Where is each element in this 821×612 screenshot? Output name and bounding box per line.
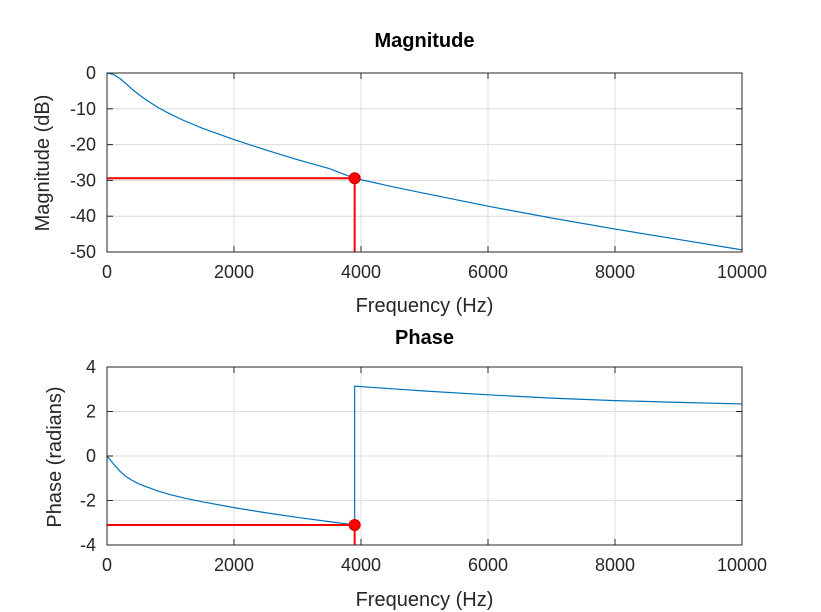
magnitude-axes-frame (106, 72, 743, 253)
magnitude-ylabel: Magnitude (dB) (32, 95, 54, 232)
magnitude-xtick-label: 10000 (717, 262, 767, 282)
magnitude-xtick-label: 8000 (595, 262, 635, 282)
magnitude-xtick-label: 6000 (468, 262, 508, 282)
phase-curve-layer (106, 385, 743, 526)
magnitude-title: Magnitude (375, 30, 475, 52)
phase-ticks: 0 2000 4000 6000 8000 10000 4 2 0 -2 -4 (80, 357, 767, 575)
magnitude-subplot: 0 2000 4000 6000 8000 10000 0 -10 -20 -30 -40 -50 M… (32, 30, 767, 317)
magnitude-marker-point (348, 172, 361, 185)
phase-marker-layer (107, 518, 361, 545)
phase-xtick-label: 4000 (341, 555, 381, 575)
magnitude-xtick-label: 4000 (341, 262, 381, 282)
magnitude-ytick-label: -50 (70, 242, 96, 262)
phase-xtick-label: 0 (102, 555, 112, 575)
magnitude-xtick-label: 2000 (214, 262, 254, 282)
phase-ytick-label: 4 (86, 357, 96, 377)
phase-curve (106, 385, 743, 526)
magnitude-xtick-label: 0 (102, 262, 112, 282)
phase-subplot: 0 2000 4000 6000 8000 10000 4 2 0 -2 -4 Phase Freq… (44, 327, 767, 611)
magnitude-ytick-label: -20 (70, 135, 96, 155)
phase-xtick-label: 2000 (214, 555, 254, 575)
magnitude-ticks: 0 2000 4000 6000 8000 10000 0 -10 -20 -30 -40 -50 (70, 63, 767, 282)
magnitude-curve (106, 72, 743, 251)
magnitude-ytick-label: -10 (70, 99, 96, 119)
phase-title: Phase (395, 327, 454, 349)
phase-marker-point (348, 518, 361, 531)
phase-xtick-label: 8000 (595, 555, 635, 575)
phase-xtick-label: 6000 (468, 555, 508, 575)
magnitude-ytick-label: 0 (86, 63, 96, 83)
magnitude-curve-layer (106, 72, 743, 251)
magnitude-grid (106, 72, 743, 253)
phase-ylabel: Phase (radians) (44, 386, 66, 527)
phase-ytick-label: 2 (86, 402, 96, 422)
phase-ytick-label: 0 (86, 446, 96, 466)
magnitude-marker-layer (107, 172, 361, 252)
phase-ytick-label: -4 (80, 535, 96, 555)
magnitude-ytick-label: -40 (70, 206, 96, 226)
phase-xlabel: Frequency (Hz) (356, 589, 494, 611)
phase-xtick-label: 10000 (717, 555, 767, 575)
phase-ytick-label: -2 (80, 491, 96, 511)
magnitude-ytick-label: -30 (70, 170, 96, 190)
phase-grid (106, 366, 743, 546)
magnitude-xlabel: Frequency (Hz) (356, 295, 494, 317)
